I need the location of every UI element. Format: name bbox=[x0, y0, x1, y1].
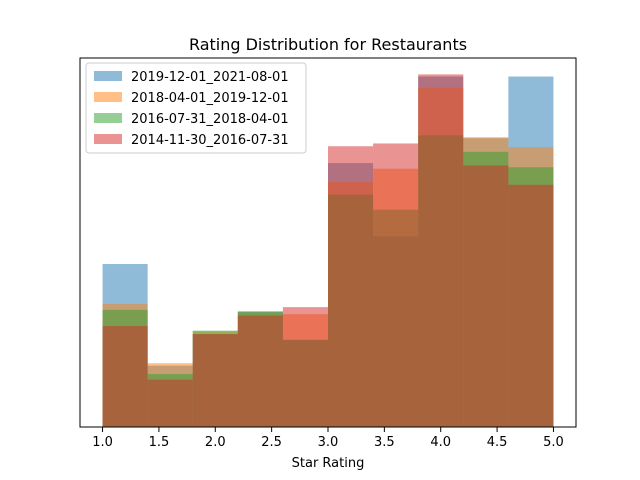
x-tick-label: 5.0 bbox=[543, 435, 564, 450]
legend-label: 2018-04-01_2019-12-01 bbox=[131, 91, 289, 106]
x-tick-label: 2.0 bbox=[205, 435, 226, 450]
legend-swatch bbox=[94, 92, 122, 102]
bar-series4-bin5 bbox=[283, 307, 328, 427]
legend-label: 2019-12-01_2021-08-01 bbox=[131, 70, 289, 85]
bar-series4-bin4 bbox=[238, 316, 283, 427]
bar-series4-bin6 bbox=[328, 146, 373, 427]
x-tick-label: 3.5 bbox=[374, 435, 395, 450]
x-axis-ticks: 1.0 1.5 2.0 2.5 3.0 3.5 4.0 4.5 5.0 bbox=[92, 427, 564, 450]
bar-series4-bin2 bbox=[148, 380, 193, 427]
bar-series4-bin3 bbox=[193, 334, 238, 427]
x-tick-label: 4.5 bbox=[487, 435, 508, 450]
bar-series4-bin7 bbox=[373, 143, 418, 427]
bar-series4-bin8 bbox=[418, 74, 463, 427]
bar-series4-bin9 bbox=[463, 166, 508, 427]
legend-label: 2016-07-31_2018-04-01 bbox=[131, 112, 289, 127]
legend-swatch bbox=[94, 113, 122, 123]
chart-title: Rating Distribution for Restaurants bbox=[189, 35, 467, 54]
x-tick-label: 1.0 bbox=[92, 435, 113, 450]
x-axis-label: Star Rating bbox=[292, 456, 365, 471]
x-tick-label: 4.0 bbox=[430, 435, 451, 450]
bar-series4-bin10 bbox=[508, 185, 553, 427]
x-tick-label: 2.5 bbox=[261, 435, 282, 450]
bar-series4-bin1 bbox=[103, 326, 148, 427]
legend-swatch bbox=[94, 134, 122, 144]
legend: 2019-12-01_2021-08-01 2018-04-01_2019-12-… bbox=[86, 63, 306, 153]
legend-label: 2014-11-30_2016-07-31 bbox=[131, 133, 289, 148]
x-tick-label: 3.0 bbox=[318, 435, 339, 450]
legend-swatch bbox=[94, 71, 122, 81]
x-tick-label: 1.5 bbox=[149, 435, 170, 450]
